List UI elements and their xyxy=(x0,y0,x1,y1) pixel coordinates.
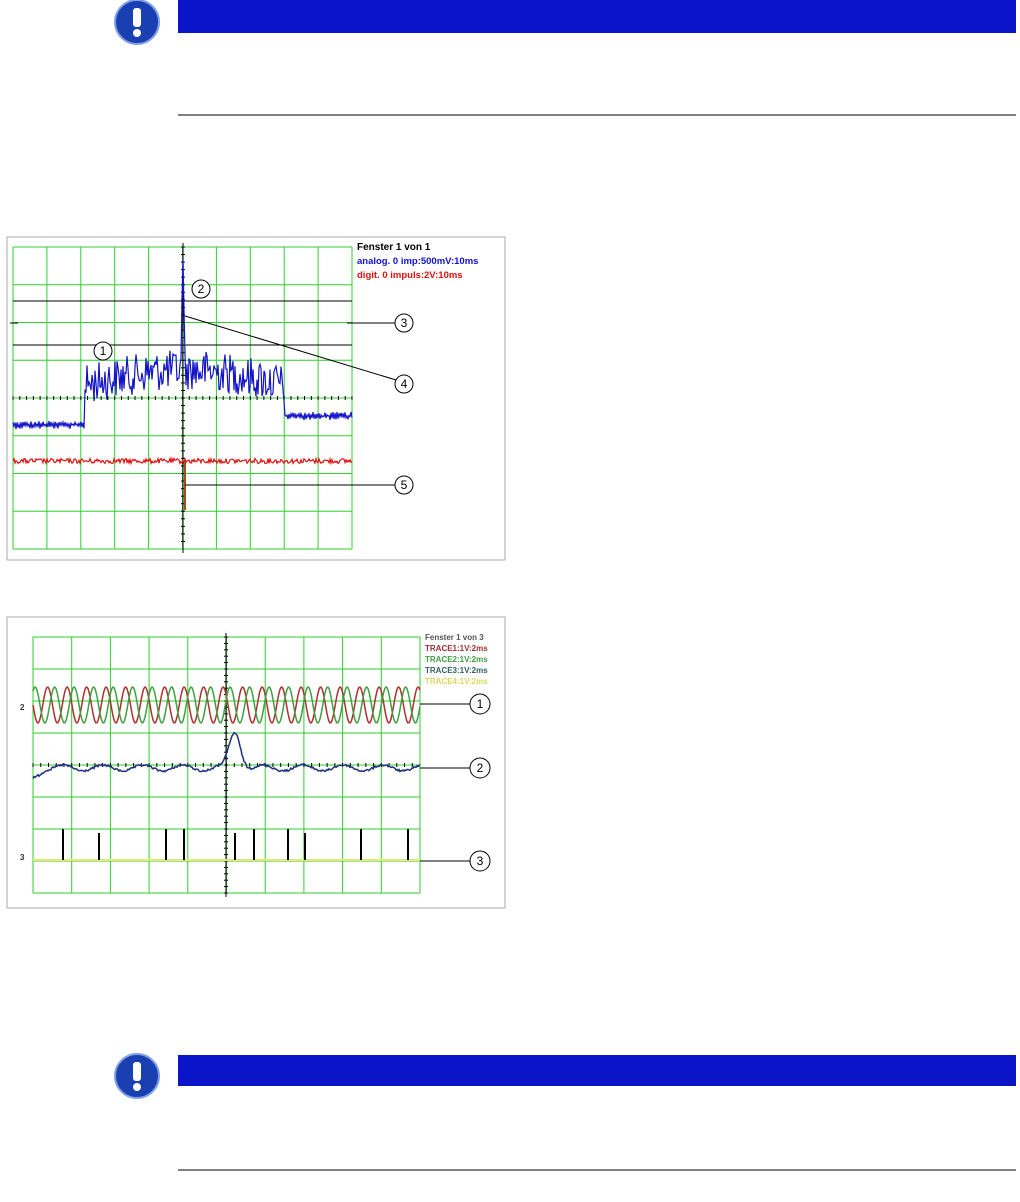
callout xyxy=(191,279,211,299)
callout xyxy=(469,693,491,715)
warning-icon-dot xyxy=(133,29,141,37)
channel-label: 3 xyxy=(20,853,25,862)
legend-title: Fenster 1 von 3 xyxy=(425,633,484,642)
legend-line: TRACE4:1V:2ms xyxy=(425,677,488,686)
callout xyxy=(469,850,491,872)
callout-number: 1 xyxy=(477,697,484,711)
legend-line: TRACE3:1V:2ms xyxy=(425,666,488,675)
notice-bar xyxy=(178,0,1016,33)
oscilloscope-screenshot-1: Fenster 1 von 1 analog. 0 imp:500mV:10ms… xyxy=(6,236,506,561)
notice-bar xyxy=(178,1055,1016,1086)
legend-line: TRACE1:1V:2ms xyxy=(425,644,488,653)
legend-title: Fenster 1 von 1 xyxy=(357,242,431,253)
callout xyxy=(469,757,491,779)
callout-number: 2 xyxy=(198,282,205,296)
legend-line: digit. 0 impuls:2V:10ms xyxy=(357,270,463,281)
trace-2 xyxy=(32,685,421,725)
oscilloscope-screenshot-2: Fenster 1 von 3 TRACE1:1V:2ms TRACE2:1V:… xyxy=(6,616,506,909)
leader-line xyxy=(184,315,397,381)
trace-3 xyxy=(32,731,421,779)
channel-label: 2 xyxy=(20,703,25,712)
callout-number: 3 xyxy=(477,854,484,868)
analog-trace xyxy=(12,257,353,430)
callout-number: 3 xyxy=(401,316,408,330)
warning-icon-bar xyxy=(133,8,141,27)
notice-bottom xyxy=(114,1053,1016,1171)
callout xyxy=(394,313,414,333)
callout-number: 1 xyxy=(100,344,107,358)
callout-number: 2 xyxy=(477,761,484,775)
warning-icon-dot xyxy=(133,1083,141,1091)
warning-icon-bar xyxy=(133,1062,141,1081)
digital-trace xyxy=(12,456,353,466)
callout xyxy=(394,374,414,394)
legend-line: analog. 0 imp:500mV:10ms xyxy=(357,256,478,267)
callout-number: 5 xyxy=(401,478,408,492)
callout xyxy=(394,475,414,495)
callout-number: 4 xyxy=(401,377,408,391)
legend-line: TRACE2:1V:2ms xyxy=(425,655,488,664)
callout xyxy=(93,341,113,361)
notice-top xyxy=(114,0,1016,116)
